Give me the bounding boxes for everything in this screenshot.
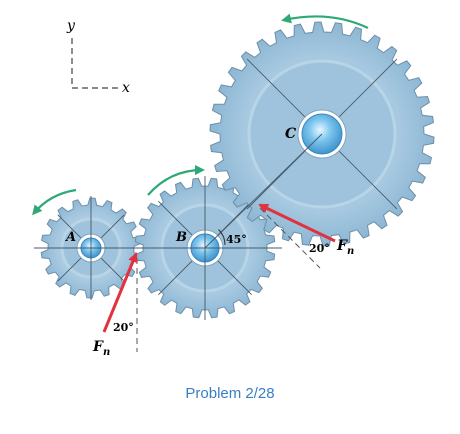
gear-b-rotation-arrow bbox=[147, 165, 205, 196]
coordinate-axes: y x bbox=[66, 18, 130, 96]
problem-caption: Problem 2/28 bbox=[185, 385, 274, 402]
gears-group bbox=[34, 21, 435, 320]
y-axis-label: y bbox=[66, 18, 76, 34]
bc-center-line bbox=[204, 133, 323, 249]
upper-force: 20° Fn bbox=[258, 203, 354, 269]
lower-force-arrow bbox=[102, 252, 138, 333]
gear-c-label: C bbox=[285, 126, 296, 142]
gear-a-label: A bbox=[64, 230, 76, 245]
upper-force-angle-label: 20° bbox=[309, 242, 330, 255]
x-axis-label: x bbox=[122, 80, 130, 96]
upper-force-arrow bbox=[258, 203, 336, 243]
b-angle-marker: 45° bbox=[218, 229, 247, 246]
upper-force-reference-line bbox=[259, 207, 321, 269]
lower-force: 20° Fn bbox=[92, 252, 138, 358]
gear-c-rotation-arrow bbox=[281, 13, 369, 29]
upper-force-symbol: Fn bbox=[336, 238, 354, 257]
gear-b-label: B bbox=[175, 230, 187, 245]
lower-force-angle-label: 20° bbox=[113, 321, 134, 334]
lower-force-symbol: Fn bbox=[92, 339, 110, 358]
gear-a-rotation-arrow bbox=[32, 188, 77, 216]
b-angle-arc bbox=[218, 229, 226, 246]
b-angle-label: 45° bbox=[226, 233, 247, 246]
